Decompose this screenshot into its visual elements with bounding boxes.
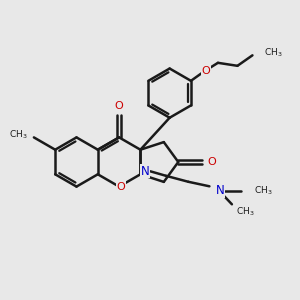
Text: O: O — [116, 182, 125, 192]
Text: $\mathregular{CH_3}$: $\mathregular{CH_3}$ — [264, 46, 283, 59]
Text: $\mathregular{CH_3}$: $\mathregular{CH_3}$ — [236, 206, 255, 218]
Text: N: N — [215, 184, 224, 197]
Text: $\mathregular{CH_3}$: $\mathregular{CH_3}$ — [254, 184, 273, 197]
Text: N: N — [140, 165, 149, 178]
Text: O: O — [208, 157, 216, 167]
Text: $\mathregular{CH_3}$: $\mathregular{CH_3}$ — [9, 128, 28, 141]
Text: O: O — [115, 101, 124, 111]
Text: O: O — [202, 66, 210, 76]
